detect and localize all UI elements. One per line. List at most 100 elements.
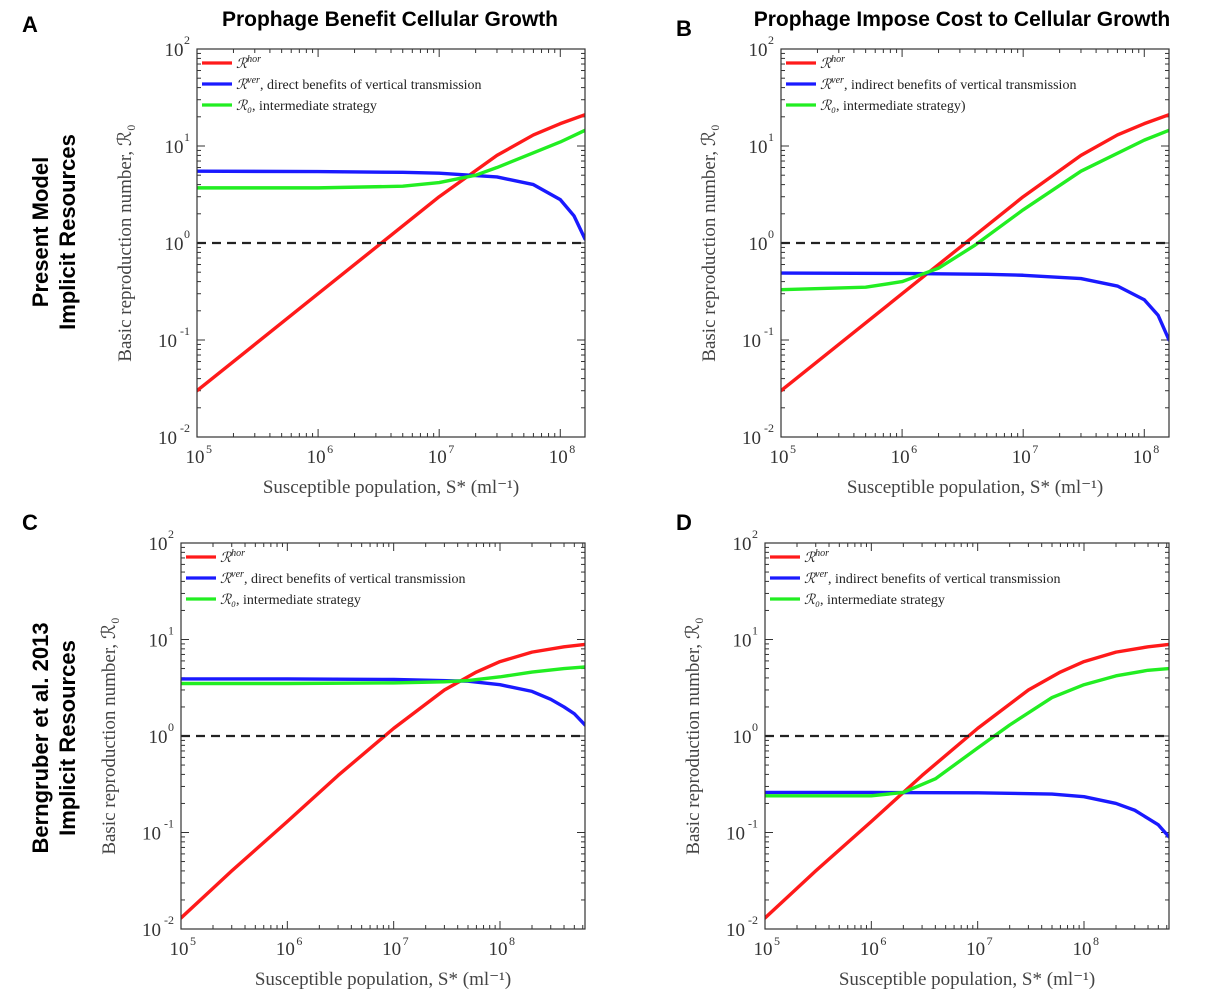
minor-ticks xyxy=(781,49,1169,437)
plot-area xyxy=(197,113,585,393)
series-line-ver xyxy=(781,271,1169,342)
x-tick-label: 10 xyxy=(1012,447,1031,468)
panel-c: 10 5 10 6 10 7 10 8-210-110010110210Susceptible… xyxy=(99,527,586,990)
series-line-r0 xyxy=(765,666,1169,798)
x-axis-label: Susceptible population, S* (ml⁻¹) xyxy=(255,969,511,990)
y-tick-label: 10 xyxy=(142,920,161,941)
x-tick-exponent: 5 xyxy=(206,442,212,456)
y-tick-exponent: 1 xyxy=(752,624,758,638)
y-tick-label: 10 xyxy=(726,824,745,845)
legend-label-hor: ℛhor xyxy=(804,548,829,566)
y-tick-label: 10 xyxy=(149,534,168,555)
x-tick-label: 10 xyxy=(428,447,447,468)
x-tick-label: 10 xyxy=(170,939,189,960)
x-tick-label: 10 xyxy=(382,939,401,960)
panel-letter-a: A xyxy=(22,12,38,37)
panel-d: 10 5 10 6 10 7 10 8-210-110010110210Susceptible… xyxy=(683,527,1170,990)
y-tick-exponent: 2 xyxy=(168,527,174,541)
legend: ℛhor ℛver, direct benefits of vertical tr… xyxy=(186,548,466,608)
minor-ticks xyxy=(197,49,585,437)
x-tick-exponent: 7 xyxy=(1032,442,1038,456)
x-tick-label: 10 xyxy=(770,447,789,468)
legend-label-r0: ℛ₀, intermediate strategy xyxy=(220,593,361,608)
y-tick-label: 10 xyxy=(733,534,752,555)
y-tick-exponent: 2 xyxy=(184,33,190,47)
x-tick-exponent: 5 xyxy=(774,934,780,948)
legend-label-r0: ℛ₀, intermediate strategy xyxy=(804,593,945,608)
legend-label-hor: ℛhor xyxy=(236,54,261,72)
series-line-ver xyxy=(765,790,1169,839)
y-tick-label: 10 xyxy=(158,331,177,352)
y-tick-exponent: 0 xyxy=(168,720,174,734)
y-tick-exponent: -1 xyxy=(748,817,758,831)
y-axis-label: Basic reproduction number, ℛ₀ xyxy=(699,124,720,361)
axes-frame xyxy=(196,48,586,438)
y-axis-label: Basic reproduction number, ℛ₀ xyxy=(683,617,704,854)
x-tick-exponent: 8 xyxy=(509,934,515,948)
y-tick-exponent: 2 xyxy=(752,527,758,541)
series-line-ver xyxy=(181,677,585,727)
x-axis-label: Susceptible population, S* (ml⁻¹) xyxy=(263,477,519,498)
y-tick-exponent: 0 xyxy=(768,227,774,241)
x-tick-exponent: 6 xyxy=(911,442,917,456)
plot-area xyxy=(181,642,585,920)
series-line-ver xyxy=(197,169,585,241)
column-title-benefit: Prophage Benefit Cellular Growth xyxy=(222,8,558,31)
row-title-bottom-line2: Implicit Resources xyxy=(55,640,80,836)
y-tick-exponent: 1 xyxy=(768,130,774,144)
y-tick-exponent: -2 xyxy=(180,421,190,435)
legend-label-ver: ℛver, direct benefits of vertical transm… xyxy=(220,569,466,587)
x-tick-exponent: 6 xyxy=(880,934,886,948)
x-tick-label: 10 xyxy=(966,939,985,960)
x-tick-label: 10 xyxy=(307,447,326,468)
x-tick-exponent: 5 xyxy=(790,442,796,456)
chart-panels: 10 5 10 6 10 7 10 8-210-110010110210Susceptible… xyxy=(99,33,1170,990)
legend-label-hor: ℛhor xyxy=(220,548,245,566)
y-tick-label: 10 xyxy=(749,234,768,255)
row-title-bottom-line1: Berngruber et al. 2013 xyxy=(28,622,53,853)
x-tick-exponent: 8 xyxy=(569,442,575,456)
x-tick-exponent: 8 xyxy=(1093,934,1099,948)
y-tick-exponent: -1 xyxy=(764,324,774,338)
x-tick-label: 10 xyxy=(1133,447,1152,468)
legend: ℛhor ℛver, indirect benefits of vertical … xyxy=(770,548,1060,608)
y-tick-label: 10 xyxy=(742,331,761,352)
minor-ticks xyxy=(181,543,585,929)
legend: ℛhor ℛver, indirect benefits of vertical … xyxy=(786,54,1076,114)
legend-label-r0: ℛ₀, intermediate strategy) xyxy=(820,99,966,114)
y-tick-exponent: -1 xyxy=(164,817,174,831)
x-tick-label: 10 xyxy=(891,447,910,468)
y-tick-exponent: -2 xyxy=(748,913,758,927)
x-tick-exponent: 5 xyxy=(190,934,196,948)
y-tick-exponent: 2 xyxy=(768,33,774,47)
column-title-cost: Prophage Impose Cost to Cellular Growth xyxy=(754,8,1171,31)
y-tick-label: 10 xyxy=(733,727,752,748)
x-tick-label: 10 xyxy=(549,447,568,468)
series-line-r0 xyxy=(781,128,1169,292)
legend-label-ver: ℛver, indirect benefits of vertical tran… xyxy=(804,569,1060,587)
x-tick-exponent: 7 xyxy=(987,934,993,948)
series-line-r0 xyxy=(181,665,585,686)
y-tick-exponent: -1 xyxy=(180,324,190,338)
x-tick-label: 10 xyxy=(1073,939,1092,960)
y-tick-exponent: -2 xyxy=(764,421,774,435)
x-tick-label: 10 xyxy=(489,939,508,960)
y-tick-label: 10 xyxy=(149,727,168,748)
y-tick-label: 10 xyxy=(726,920,745,941)
row-title-top-line2: Implicit Resources xyxy=(55,134,80,330)
y-tick-label: 10 xyxy=(733,631,752,652)
y-tick-label: 10 xyxy=(142,824,161,845)
series-line-hor xyxy=(781,113,1169,393)
y-tick-label: 10 xyxy=(742,428,761,449)
series-line-hor xyxy=(181,642,585,920)
x-tick-label: 10 xyxy=(186,447,205,468)
y-tick-label: 10 xyxy=(165,234,184,255)
y-tick-label: 10 xyxy=(165,137,184,158)
axes-frame xyxy=(180,542,586,930)
x-axis-label: Susceptible population, S* (ml⁻¹) xyxy=(847,477,1103,498)
y-tick-exponent: 0 xyxy=(752,720,758,734)
legend-label-r0: ℛ₀, intermediate strategy xyxy=(236,99,377,114)
x-tick-exponent: 6 xyxy=(296,934,302,948)
